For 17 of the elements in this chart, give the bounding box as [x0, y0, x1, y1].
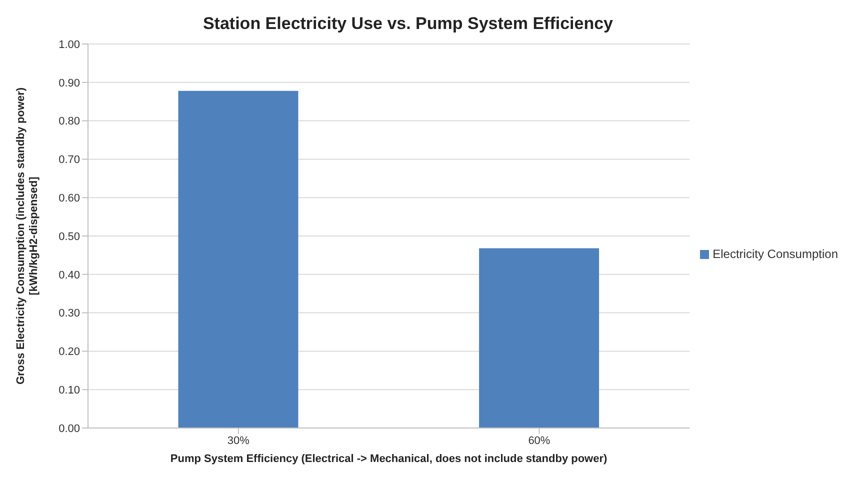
- y-tick-label: 0.50: [58, 230, 80, 243]
- x-axis-title: Pump System Efficiency (Electrical -> Mechanical, does not include standby power): [170, 453, 608, 465]
- y-tick-label: 0.20: [58, 346, 80, 358]
- y-tick-label: 0.80: [58, 116, 80, 128]
- y-tick-label: 1.00: [58, 38, 80, 51]
- y-tick-label: 0.10: [58, 384, 80, 397]
- y-tick-label: 0.60: [58, 192, 80, 205]
- y-tick-label: 0.40: [58, 269, 80, 282]
- y-axis-title: Gross Electricity Consumption (includes standby power) [kWh/kgH2-dispensed]: [15, 87, 40, 385]
- y-tick-label: 0.90: [58, 77, 80, 90]
- x-tick-label: 60%: [528, 434, 550, 447]
- y-tick-label: 0.30: [58, 308, 80, 320]
- x-tick-label: 30%: [227, 434, 250, 447]
- chart-title: Station Electricity Use vs. Pump System Efficiency: [202, 13, 614, 34]
- legend-label: Electricity Consumption: [712, 247, 838, 261]
- y-tick-label: 0.00: [58, 422, 80, 435]
- y-tick-label: 0.70: [58, 154, 80, 166]
